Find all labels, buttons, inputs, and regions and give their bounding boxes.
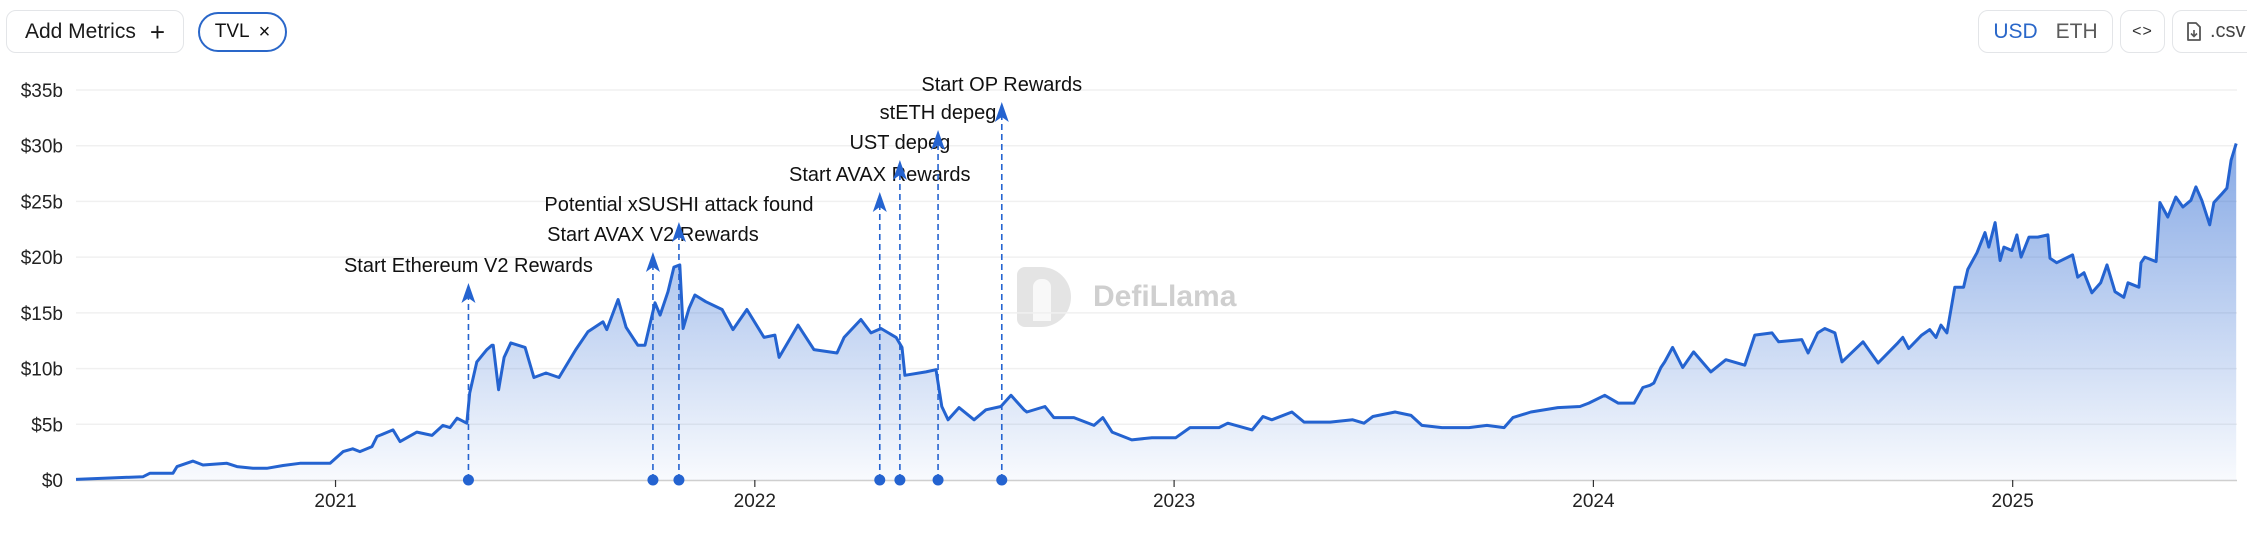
event-annotation[interactable]: Potential xSUSHI attack found [544, 194, 813, 486]
download-csv-button[interactable]: .csv [2172, 10, 2247, 53]
arrow-up-icon [931, 130, 946, 150]
denomination-toggle: USD ETH [1978, 10, 2113, 53]
denomination-eth[interactable]: ETH [2055, 19, 2098, 43]
defillama-watermark: DefiLlama [1017, 267, 1236, 327]
y-tick-label: $5b [31, 415, 63, 436]
gridlines [76, 89, 2237, 426]
event-annotations: Start Ethereum V2 Rewards Start AVAX V2 R… [344, 74, 1082, 486]
x-tick-label: 2023 [1153, 491, 1195, 512]
y-tick-label: $35b [21, 81, 63, 102]
metric-chip-tvl[interactable]: TVL × [198, 12, 287, 52]
event-label: Start AVAX V2 Rewards [547, 224, 759, 246]
metric-chip-label: TVL [214, 21, 250, 42]
plus-icon: + [149, 16, 166, 47]
x-tick-label: 2024 [1572, 491, 1615, 512]
arrow-up-icon [671, 222, 686, 242]
tvl-series [75, 143, 2238, 481]
x-axis: 2021 2022 2023 2024 2025 [76, 479, 2237, 512]
y-tick-label: $10b [21, 360, 63, 381]
event-marker-dot[interactable] [673, 474, 685, 486]
llama-logo-icon [1017, 267, 1071, 327]
event-label: Start Ethereum V2 Rewards [344, 255, 593, 277]
arrow-up-icon [645, 252, 660, 272]
embed-button[interactable]: <> [2120, 10, 2165, 53]
x-tick-label: 2025 [1992, 491, 2034, 512]
add-metrics-button[interactable]: Add Metrics + [6, 10, 184, 53]
arrow-up-icon [872, 192, 887, 212]
y-tick-label: $25b [21, 192, 63, 213]
y-tick-label: $20b [21, 248, 63, 269]
event-annotation[interactable]: stETH depeg [880, 102, 997, 486]
event-marker-dot[interactable] [894, 474, 906, 486]
event-label: Potential xSUSHI attack found [544, 194, 813, 216]
y-tick-label: $0 [42, 471, 63, 492]
event-annotation[interactable]: Start OP Rewards [921, 74, 1082, 486]
event-marker-dot[interactable] [462, 474, 474, 486]
watermark-text: DefiLlama [1093, 280, 1237, 313]
code-icon: <> [2132, 22, 2153, 40]
arrow-up-icon [892, 160, 907, 180]
y-tick-label: $15b [21, 304, 63, 325]
arrow-up-icon [994, 102, 1009, 122]
x-tick-label: 2022 [734, 491, 776, 512]
tvl-area-fill [76, 143, 2237, 480]
event-label: stETH depeg [880, 102, 997, 124]
event-annotation[interactable]: Start AVAX V2 Rewards [547, 224, 759, 486]
event-annotation[interactable]: Start Ethereum V2 Rewards [344, 255, 593, 486]
event-marker-dot[interactable] [874, 474, 886, 486]
close-icon[interactable]: × [258, 20, 271, 43]
event-label: Start AVAX Rewards [789, 164, 971, 186]
csv-label: .csv [2210, 20, 2246, 42]
y-tick-label: $30b [21, 137, 63, 158]
event-annotation[interactable]: UST depeg [849, 132, 950, 486]
x-tick-label: 2021 [314, 491, 356, 512]
file-download-icon [2187, 21, 2201, 41]
event-marker-dot[interactable] [932, 474, 944, 486]
add-metrics-label: Add Metrics [24, 19, 136, 43]
event-label: UST depeg [849, 132, 950, 154]
event-label: Start OP Rewards [921, 74, 1082, 96]
denomination-usd[interactable]: USD [1993, 19, 2038, 43]
y-axis: $0 $5b $10b $15b $20b $25b $30b $35b [21, 81, 63, 492]
event-marker-dot[interactable] [996, 474, 1008, 486]
event-marker-dot[interactable] [647, 474, 659, 486]
event-annotation[interactable]: Start AVAX Rewards [789, 164, 971, 486]
arrow-up-icon [461, 283, 476, 303]
